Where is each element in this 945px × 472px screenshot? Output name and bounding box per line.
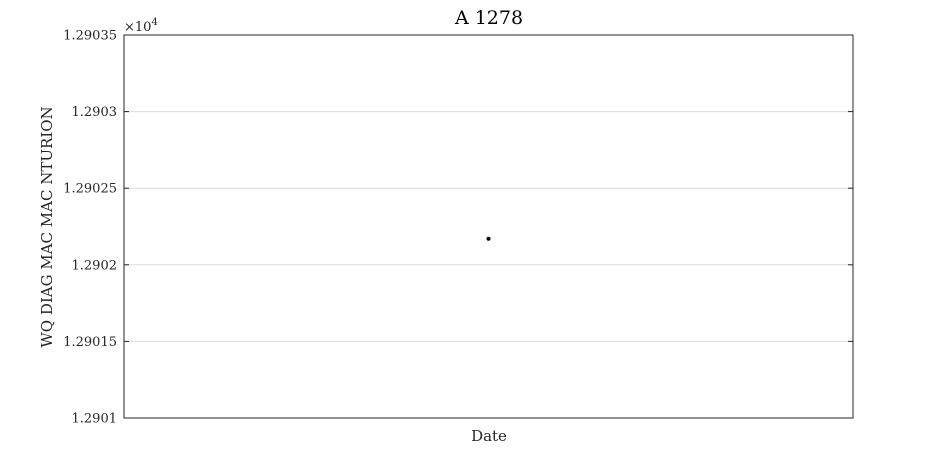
y-tick-label: 1.29015: [63, 335, 117, 350]
data-points: [486, 236, 491, 241]
y-tick-label: 1.2903: [72, 105, 118, 120]
y-exponent-label: ×104: [124, 17, 158, 35]
y-tick-label: 1.2901: [72, 412, 118, 427]
x-axis-label: Date: [471, 427, 507, 445]
y-axis-ticks: 1.2901 1.29015 1.2902 1.29025 1.2903 1.29035: [63, 29, 853, 427]
y-tick-label: 1.29025: [63, 182, 117, 197]
y-axis-label: WQ DIAG MAC MAC NTURION: [38, 106, 56, 347]
grid-lines: [124, 111, 853, 342]
chart-title: A 1278: [454, 7, 523, 29]
plot-area: [123, 34, 854, 419]
data-point: [486, 236, 491, 241]
y-tick-label: 1.2902: [72, 258, 118, 273]
y-tick-label: 1.29035: [63, 29, 117, 44]
